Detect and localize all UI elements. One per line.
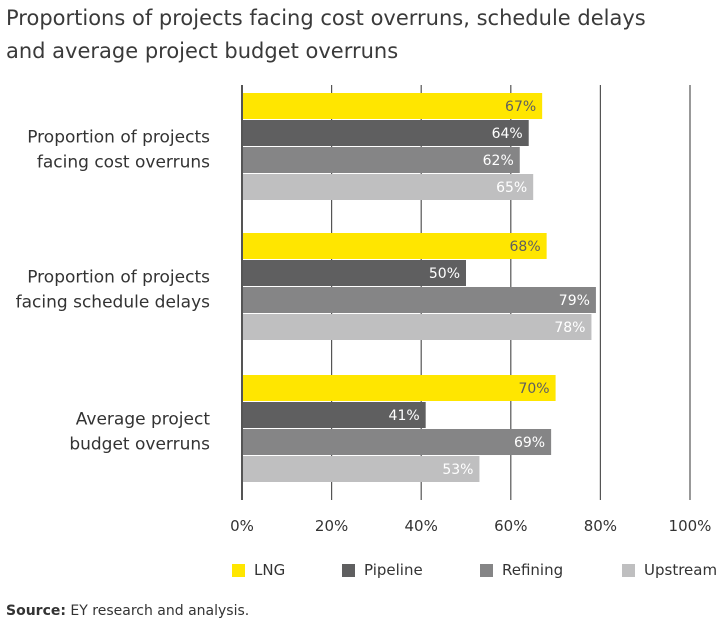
category-label-0-line-1: facing cost overruns [37, 153, 210, 173]
bar-pipeline-1 [243, 260, 466, 286]
legend-swatch-upstream [622, 563, 635, 577]
bar-lng-1 [243, 233, 547, 259]
bar-lng-2 [243, 375, 556, 401]
bar-lng-0 [243, 93, 543, 119]
bar-label-upstream-1: 78% [554, 320, 585, 336]
chart-title: Proportions of projects facing cost over… [6, 2, 646, 68]
legend-swatch-pipeline [342, 563, 355, 577]
source-note: Source: EY research and analysis. [6, 603, 249, 619]
chart-title-line-1: Proportions of projects facing cost over… [6, 6, 646, 30]
bar-upstream-1 [243, 314, 592, 340]
category-label-2-line-0: Average project [76, 410, 211, 430]
bar-label-refining-1: 79% [559, 293, 590, 309]
x-tick-label-80: 80% [584, 517, 617, 535]
legend-swatch-lng [232, 563, 245, 577]
source-label: Source: [6, 603, 66, 619]
bar-upstream-0 [243, 174, 534, 200]
bar-refining-0 [243, 147, 520, 173]
x-tick-label-0: 0% [230, 517, 254, 535]
bar-label-pipeline-1: 50% [429, 266, 460, 282]
legend-label-upstream: Upstream [644, 561, 718, 579]
bar-chart: 0% 20% 40% 60% 80% 100% 67% 64% 62% 65% Proportion… [16, 85, 712, 535]
bar-refining-1 [243, 287, 596, 313]
legend-item-pipeline: Pipeline [342, 561, 423, 579]
bar-label-pipeline-0: 64% [492, 126, 523, 142]
bar-pipeline-2 [243, 402, 426, 428]
bar-pipeline-0 [243, 120, 529, 146]
bar-label-upstream-2: 53% [442, 462, 473, 478]
category-label-1-line-1: facing schedule delays [16, 293, 210, 313]
category-label-0-line-0: Proportion of projects [27, 128, 210, 148]
legend-item-refining: Refining [480, 561, 563, 579]
bar-label-pipeline-2: 41% [389, 408, 420, 424]
category-label-1-line-0: Proportion of projects [27, 268, 210, 288]
category-label-2-line-1: budget overruns [69, 435, 210, 455]
bar-label-refining-0: 62% [483, 153, 514, 169]
bar-label-lng-1: 68% [510, 239, 541, 255]
legend-swatch-refining [480, 563, 493, 577]
x-tick-label-60: 60% [494, 517, 527, 535]
legend-item-upstream: Upstream [622, 561, 717, 579]
source-text: EY research and analysis. [70, 603, 250, 619]
legend-item-lng: LNG [232, 561, 285, 579]
legend-label-refining: Refining [502, 561, 564, 579]
bar-refining-2 [243, 429, 552, 455]
legend-label-pipeline: Pipeline [364, 561, 423, 579]
bar-label-refining-2: 69% [514, 435, 545, 451]
chart-title-line-2: and average project budget overruns [6, 39, 399, 63]
bar-label-lng-0: 67% [505, 99, 536, 115]
x-tick-label-20: 20% [315, 517, 348, 535]
x-tick-label-40: 40% [405, 517, 438, 535]
bar-label-upstream-0: 65% [496, 180, 527, 196]
bar-label-lng-2: 70% [518, 381, 549, 397]
legend-label-lng: LNG [254, 561, 286, 579]
x-tick-label-100: 100% [669, 517, 712, 535]
bar-upstream-2 [243, 456, 480, 482]
